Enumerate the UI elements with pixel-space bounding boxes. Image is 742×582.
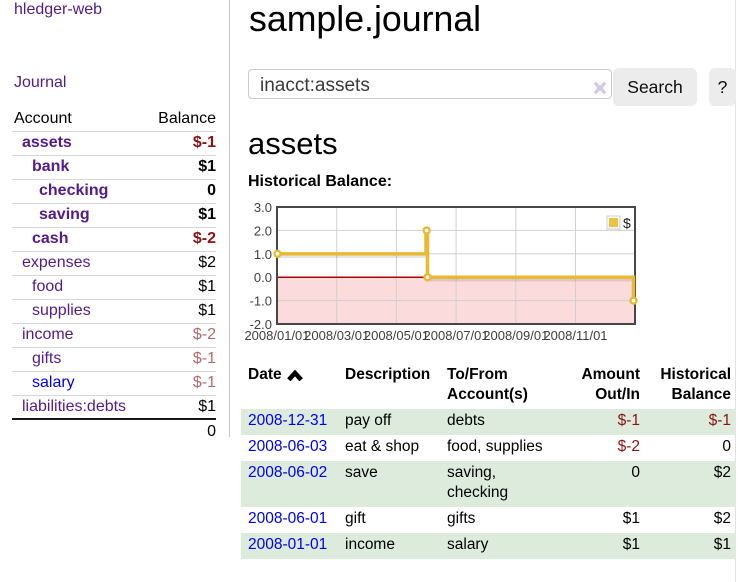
svg-text:2008/01/01: 2008/01/01 (244, 328, 309, 343)
svg-text:2008/09/01: 2008/09/01 (483, 328, 548, 343)
svg-text:0.0: 0.0 (254, 270, 272, 285)
svg-text:3.0: 3.0 (254, 200, 272, 215)
svg-text:-1.0: -1.0 (250, 294, 272, 309)
svg-text:2008/11/01: 2008/11/01 (543, 328, 607, 343)
svg-text:2008/03/01: 2008/03/01 (304, 328, 369, 343)
svg-text:$: $ (623, 215, 631, 231)
svg-text:-2.0: -2.0 (250, 317, 272, 332)
svg-text:2008/07/01: 2008/07/01 (424, 328, 489, 343)
svg-text:2.0: 2.0 (254, 223, 272, 238)
svg-text:2008/05/01: 2008/05/01 (364, 328, 429, 343)
svg-text:1.0: 1.0 (254, 247, 272, 262)
